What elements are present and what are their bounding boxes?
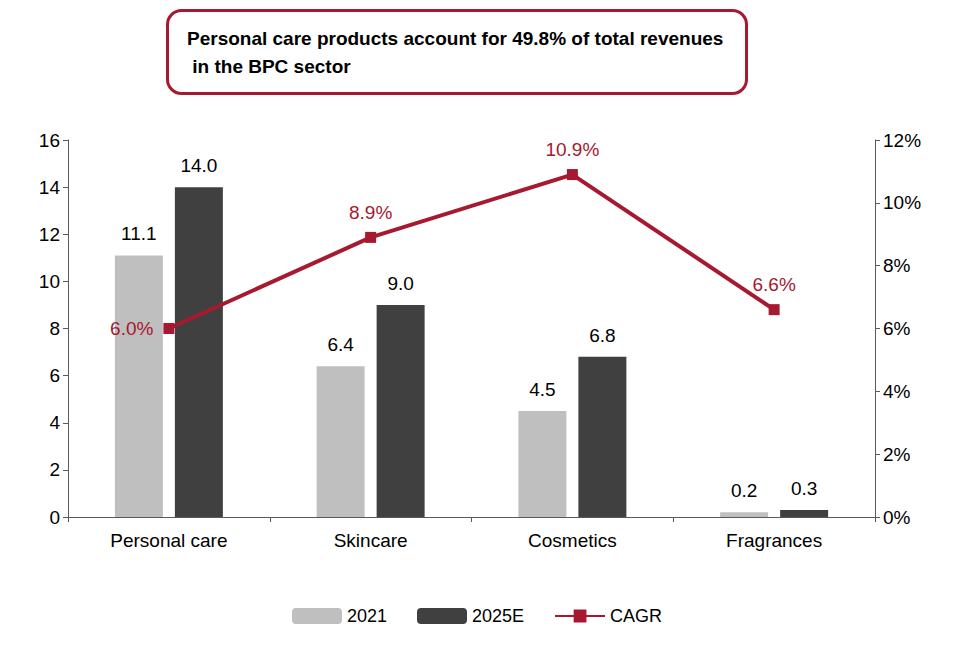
svg-text:4.5: 4.5 (529, 379, 555, 400)
svg-text:8: 8 (49, 318, 60, 339)
svg-text:14: 14 (39, 177, 61, 198)
svg-text:10%: 10% (883, 192, 921, 213)
svg-text:10: 10 (39, 271, 60, 292)
svg-text:6.6%: 6.6% (752, 274, 795, 295)
svg-text:0.3: 0.3 (791, 478, 817, 499)
svg-text:6.4: 6.4 (327, 334, 354, 355)
svg-text:0.2: 0.2 (731, 480, 757, 501)
svg-text:6.8: 6.8 (589, 325, 615, 346)
svg-text:14.0: 14.0 (180, 155, 217, 176)
svg-text:11.1: 11.1 (121, 223, 157, 244)
svg-text:12%: 12% (883, 130, 921, 151)
svg-text:CAGR: CAGR (610, 606, 662, 626)
svg-text:Cosmetics: Cosmetics (528, 530, 617, 551)
svg-text:2021: 2021 (347, 606, 387, 626)
svg-text:6%: 6% (883, 318, 911, 339)
svg-text:0%: 0% (883, 507, 911, 528)
svg-text:4: 4 (49, 412, 60, 433)
svg-text:0: 0 (49, 507, 60, 528)
svg-text:2%: 2% (883, 444, 911, 465)
svg-text:8%: 8% (883, 255, 911, 276)
svg-text:Fragrances: Fragrances (726, 530, 822, 551)
svg-text:Personal care: Personal care (110, 530, 227, 551)
svg-text:6: 6 (49, 365, 60, 386)
svg-text:6.0%: 6.0% (110, 318, 153, 339)
svg-text:2025E: 2025E (472, 606, 524, 626)
svg-text:9.0: 9.0 (387, 273, 413, 294)
svg-text:4%: 4% (883, 381, 911, 402)
svg-text:16: 16 (39, 130, 60, 151)
svg-text:12: 12 (39, 224, 60, 245)
svg-text:2: 2 (49, 459, 60, 480)
svg-text:Personal care products account: Personal care products account for 49.8%… (187, 28, 723, 49)
svg-text:10.9%: 10.9% (545, 139, 599, 160)
svg-text:Skincare: Skincare (334, 530, 408, 551)
svg-text:in the BPC sector: in the BPC sector (187, 56, 351, 77)
svg-text:8.9%: 8.9% (349, 202, 392, 223)
